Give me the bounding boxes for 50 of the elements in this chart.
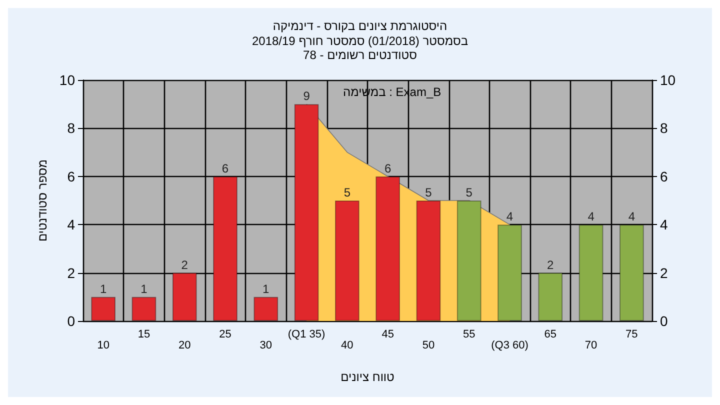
chart-subtitle: בסמסטר (01/2018) סמסטר חורף 2018/19 סטודנטים רשומים - 78	[252, 34, 468, 62]
data-label: 6	[384, 161, 392, 176]
y2-tick-label: 2	[660, 264, 668, 281]
data-label: 5	[344, 186, 351, 200]
data-label: 1	[140, 282, 148, 296]
data-label: 9	[303, 89, 310, 104]
y2-tick-label: 6	[660, 168, 668, 184]
bar	[416, 200, 441, 321]
data-label: 2	[547, 258, 554, 272]
x-tick-label: 45	[382, 328, 394, 340]
x-tick-label: 75	[626, 328, 638, 340]
y-axis-title: מספר סטודנטים	[36, 159, 50, 242]
x-tick-label: 15	[138, 328, 150, 340]
x-tick-label: (Q1 35)	[288, 328, 326, 340]
y2-tick-label: 0	[660, 313, 668, 329]
x-tick-label: 70	[584, 340, 598, 352]
x-tick-label: 20	[178, 340, 191, 352]
y-tick-label: 2	[67, 264, 76, 281]
y2-tick-label: 10	[660, 72, 676, 88]
y2-tick-label: 8	[660, 120, 668, 136]
bar	[456, 200, 482, 321]
data-label: 1	[262, 282, 270, 296]
data-label: 5	[466, 186, 473, 200]
y-tick-label: 8	[67, 120, 76, 136]
x-tick-label: 40	[341, 340, 354, 352]
data-label: 6	[222, 161, 229, 176]
y2-tick-label: 4	[660, 216, 668, 233]
x-tick-label: 55	[462, 328, 476, 340]
x-tick-label: 30	[260, 340, 272, 352]
data-label: 4	[506, 210, 514, 224]
bar	[334, 200, 360, 321]
data-label: 4	[588, 210, 595, 224]
y-tick-label: 0	[67, 313, 76, 329]
data-label: 5	[425, 186, 432, 200]
x-tick-label: 65	[544, 328, 557, 340]
data-label: 4	[628, 210, 636, 224]
x-tick-label: 25	[219, 328, 232, 340]
y-tick-label: 6	[67, 168, 76, 184]
x-tick-label: (Q3 60)	[491, 340, 528, 352]
x-tick-label: 50	[422, 340, 435, 352]
data-label: 1	[100, 282, 107, 296]
y-tick-label: 4	[67, 216, 76, 233]
x-axis-title: טווח ציונים	[340, 370, 395, 384]
bar	[91, 296, 116, 321]
y-tick-label: 10	[59, 72, 76, 88]
x-tick-label: 10	[97, 340, 110, 352]
chart-title: היסטוגרמת ציונים בקורס - דינמיקה	[272, 19, 448, 33]
bar	[254, 296, 278, 321]
data-label: 2	[181, 258, 188, 272]
bar	[132, 296, 156, 321]
